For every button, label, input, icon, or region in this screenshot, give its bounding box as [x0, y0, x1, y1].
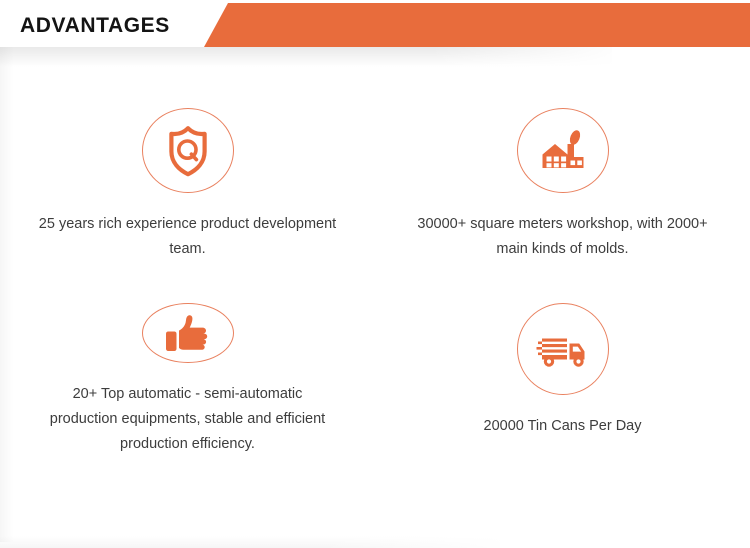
thumbs-up-icon	[161, 306, 215, 360]
advantage-card-workshop: 30000+ square meters workshop, with 2000…	[375, 67, 750, 262]
advantage-text: 30000+ square meters workshop, with 2000…	[417, 216, 708, 257]
delivery-truck-icon	[536, 322, 590, 376]
page-title: ADVANTAGES	[20, 14, 170, 37]
header-shadow	[0, 47, 612, 67]
advantages-grid: 25 years rich experience product develop…	[0, 67, 750, 527]
advantage-text: 20+ Top automatic - semi-automatic produ…	[49, 386, 326, 452]
page-bottom-edge-fade	[320, 536, 520, 548]
advantage-text: 25 years rich experience product develop…	[38, 216, 337, 257]
icon-circle	[141, 303, 234, 363]
header-shadow-fade	[430, 47, 630, 67]
advantage-text: 20000 Tin Cans Per Day	[483, 418, 642, 434]
icon-circle	[516, 303, 609, 395]
icon-circle	[516, 108, 609, 193]
advantage-card-equipment: 20+ Top automatic - semi-automatic produ…	[0, 262, 375, 457]
shield-quality-icon	[161, 124, 215, 178]
advantage-card-capacity: 20000 Tin Cans Per Day	[375, 262, 750, 457]
factory-icon	[536, 124, 590, 178]
advantage-card-quality: 25 years rich experience product develop…	[0, 67, 375, 262]
page-bottom-edge-shade	[0, 536, 500, 548]
header-orange-banner	[204, 3, 750, 47]
page-header: ADVANTAGES	[0, 0, 750, 47]
icon-circle	[141, 108, 234, 193]
